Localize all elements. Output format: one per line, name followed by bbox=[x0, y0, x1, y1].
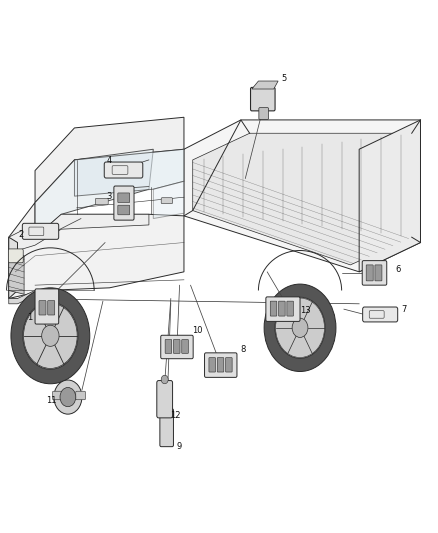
Polygon shape bbox=[184, 120, 420, 272]
FancyBboxPatch shape bbox=[118, 205, 130, 215]
Polygon shape bbox=[252, 81, 278, 89]
Text: 3: 3 bbox=[106, 192, 111, 200]
FancyBboxPatch shape bbox=[165, 340, 172, 353]
Text: 2: 2 bbox=[18, 230, 24, 239]
Polygon shape bbox=[9, 203, 184, 298]
FancyBboxPatch shape bbox=[161, 198, 173, 204]
Polygon shape bbox=[9, 214, 149, 256]
Text: 12: 12 bbox=[170, 411, 180, 420]
FancyBboxPatch shape bbox=[182, 340, 188, 353]
FancyBboxPatch shape bbox=[251, 87, 275, 111]
FancyBboxPatch shape bbox=[118, 193, 130, 203]
Text: 9: 9 bbox=[176, 442, 181, 451]
Circle shape bbox=[292, 318, 308, 337]
FancyBboxPatch shape bbox=[173, 340, 180, 353]
Circle shape bbox=[42, 325, 59, 346]
Polygon shape bbox=[9, 237, 18, 298]
Polygon shape bbox=[74, 149, 184, 196]
FancyBboxPatch shape bbox=[209, 358, 215, 372]
Text: 1: 1 bbox=[27, 313, 32, 321]
FancyBboxPatch shape bbox=[35, 289, 59, 324]
FancyBboxPatch shape bbox=[205, 353, 237, 377]
FancyBboxPatch shape bbox=[48, 301, 55, 315]
FancyBboxPatch shape bbox=[375, 265, 382, 281]
Text: 11: 11 bbox=[46, 397, 57, 405]
FancyBboxPatch shape bbox=[270, 301, 277, 316]
FancyBboxPatch shape bbox=[363, 307, 398, 322]
FancyBboxPatch shape bbox=[226, 358, 232, 372]
Circle shape bbox=[275, 297, 325, 358]
Polygon shape bbox=[359, 120, 420, 272]
FancyBboxPatch shape bbox=[157, 381, 173, 418]
Circle shape bbox=[161, 375, 168, 384]
Text: 6: 6 bbox=[395, 265, 400, 273]
Circle shape bbox=[23, 302, 78, 369]
FancyBboxPatch shape bbox=[76, 391, 85, 400]
FancyBboxPatch shape bbox=[217, 358, 224, 372]
Text: 10: 10 bbox=[192, 326, 202, 335]
Circle shape bbox=[11, 288, 90, 384]
Polygon shape bbox=[9, 251, 24, 294]
FancyBboxPatch shape bbox=[22, 223, 59, 239]
FancyBboxPatch shape bbox=[160, 409, 173, 447]
FancyBboxPatch shape bbox=[287, 301, 293, 316]
FancyBboxPatch shape bbox=[95, 198, 108, 205]
Circle shape bbox=[264, 284, 336, 372]
Polygon shape bbox=[35, 149, 153, 237]
FancyBboxPatch shape bbox=[104, 162, 143, 178]
Circle shape bbox=[54, 380, 82, 414]
FancyBboxPatch shape bbox=[39, 301, 46, 315]
Circle shape bbox=[60, 387, 76, 407]
FancyBboxPatch shape bbox=[259, 108, 268, 119]
FancyBboxPatch shape bbox=[114, 186, 134, 220]
Text: 5: 5 bbox=[281, 75, 286, 83]
FancyBboxPatch shape bbox=[366, 265, 373, 281]
Text: 4: 4 bbox=[107, 157, 112, 165]
FancyBboxPatch shape bbox=[8, 249, 23, 263]
Text: 8: 8 bbox=[240, 345, 246, 353]
Polygon shape bbox=[193, 133, 412, 265]
FancyBboxPatch shape bbox=[279, 301, 285, 316]
FancyBboxPatch shape bbox=[53, 391, 62, 400]
FancyBboxPatch shape bbox=[362, 261, 387, 285]
Polygon shape bbox=[153, 181, 184, 219]
FancyBboxPatch shape bbox=[161, 335, 193, 359]
Polygon shape bbox=[35, 117, 184, 203]
Text: 13: 13 bbox=[300, 306, 311, 314]
Polygon shape bbox=[9, 290, 35, 304]
Text: 7: 7 bbox=[401, 305, 406, 313]
FancyBboxPatch shape bbox=[266, 297, 300, 321]
